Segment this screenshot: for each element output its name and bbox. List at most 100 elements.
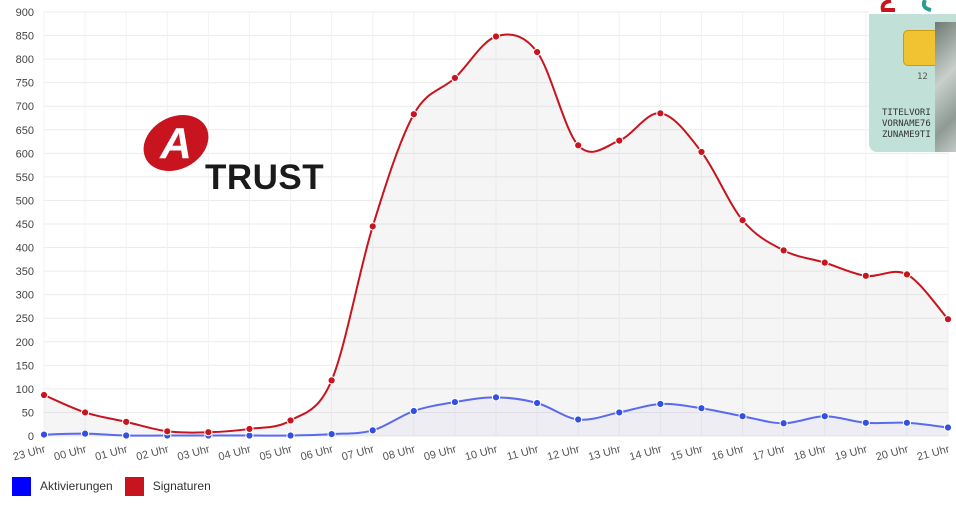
data-point-aktivierungen [39, 430, 49, 439]
data-point-aktivierungen [368, 426, 377, 435]
data-point-signaturen [738, 216, 747, 225]
logo-word: TRUST [205, 158, 325, 197]
chart-legend: Aktivierungen Signaturen [12, 476, 223, 496]
card-line-3: ZUNAME9TI [882, 130, 931, 140]
y-tick-label: 750 [16, 78, 34, 90]
y-tick-label: 0 [28, 431, 34, 443]
logo-letter: A [159, 119, 192, 168]
data-point-signaturen [574, 141, 583, 150]
y-tick-label: 600 [16, 148, 34, 160]
data-point-signaturen [409, 110, 418, 119]
data-point-signaturen [327, 376, 336, 385]
card-chip-icon [903, 30, 941, 66]
y-tick-label: 550 [16, 172, 34, 184]
y-tick-label: 300 [16, 290, 34, 302]
x-tick-label: 23 Uhr [12, 443, 47, 463]
x-tick-label: 04 Uhr [217, 443, 252, 463]
card-line-2: VORNAME76 [882, 119, 931, 129]
data-point-signaturen [861, 271, 870, 280]
data-point-aktivierungen [656, 399, 665, 409]
data-point-signaturen [163, 427, 172, 436]
x-tick-label: 08 Uhr [382, 443, 417, 463]
data-point-signaturen [656, 109, 665, 118]
data-point-aktivierungen [574, 415, 583, 424]
x-tick-label: 10 Uhr [464, 443, 499, 463]
y-tick-label: 900 [16, 7, 34, 19]
data-point-aktivierungen [491, 393, 501, 402]
data-point-signaturen [779, 246, 788, 255]
data-point-signaturen [368, 222, 377, 231]
data-point-aktivierungen [450, 397, 460, 407]
data-point-aktivierungen [779, 419, 788, 428]
data-point-signaturen [450, 73, 460, 83]
data-point-signaturen [39, 390, 49, 400]
data-point-signaturen [204, 428, 213, 437]
x-tick-label: 15 Uhr [669, 443, 704, 463]
y-tick-label: 450 [16, 219, 34, 231]
legend-swatch-signaturen [124, 476, 144, 496]
legend-item-aktivierungen[interactable]: Aktivierungen [12, 476, 113, 496]
a-trust-logo: A TRUST [138, 106, 324, 202]
data-point-signaturen [615, 136, 624, 145]
x-tick-label: 16 Uhr [710, 443, 745, 463]
a-trust-emblem-icon: A [143, 115, 209, 171]
x-tick-label: 19 Uhr [834, 443, 869, 463]
card-number: 12 [917, 72, 928, 82]
x-tick-label: 02 Uhr [135, 443, 170, 463]
x-tick-label: 13 Uhr [587, 443, 622, 463]
y-tick-label: 250 [16, 313, 34, 325]
card-top-strip [869, 0, 956, 14]
series-area-aktivierungen [44, 397, 948, 436]
data-point-aktivierungen [902, 418, 912, 427]
x-tick-label: 00 Uhr [53, 443, 88, 463]
card-photo [935, 22, 956, 152]
data-point-signaturen [902, 270, 912, 279]
data-point-signaturen [245, 424, 254, 434]
data-point-signaturen [122, 417, 131, 426]
y-tick-label: 100 [16, 384, 34, 396]
data-point-signaturen [532, 47, 542, 57]
y-tick-label: 350 [16, 266, 34, 278]
x-tick-label: 11 Uhr [506, 443, 541, 463]
legend-item-signaturen[interactable]: Signaturen [124, 476, 211, 496]
legend-swatch-aktivierungen [12, 476, 31, 496]
data-point-aktivierungen [409, 406, 418, 416]
data-point-signaturen [943, 315, 953, 324]
y-tick-label: 200 [16, 337, 34, 349]
y-tick-label: 700 [16, 101, 34, 113]
x-tick-label: 09 Uhr [423, 443, 458, 463]
data-point-aktivierungen [286, 431, 295, 440]
data-point-aktivierungen [820, 412, 829, 421]
x-tick-label: 12 Uhr [546, 443, 581, 463]
y-tick-label: 50 [22, 407, 34, 419]
data-point-aktivierungen [327, 430, 336, 439]
y-tick-label: 500 [16, 195, 34, 207]
y-tick-label: 800 [16, 54, 34, 66]
data-point-aktivierungen [80, 429, 90, 438]
x-tick-label: 21 Uhr [916, 443, 951, 463]
legend-label-aktivierungen: Aktivierungen [40, 479, 113, 493]
data-point-aktivierungen [697, 404, 706, 413]
y-tick-label: 400 [16, 243, 34, 255]
data-point-signaturen [820, 258, 829, 267]
data-point-signaturen [697, 147, 706, 157]
series-area-signaturen [44, 34, 948, 437]
data-point-signaturen [80, 408, 90, 417]
y-tick-label: 150 [16, 360, 34, 372]
data-point-aktivierungen [532, 398, 542, 408]
card-brand-icon [880, 0, 932, 12]
x-tick-label: 17 Uhr [751, 443, 786, 463]
y-tick-label: 650 [16, 125, 34, 137]
signature-card-image: 12 TITELVORI VORNAME76 ZUNAME9TI [869, 0, 956, 152]
data-point-signaturen [491, 32, 501, 41]
x-tick-label: 05 Uhr [258, 443, 293, 463]
x-tick-label: 14 Uhr [628, 443, 663, 463]
data-point-signaturen [286, 416, 295, 425]
data-point-aktivierungen [738, 412, 747, 421]
data-point-aktivierungen [615, 408, 624, 417]
x-tick-label: 01 Uhr [94, 443, 129, 463]
x-tick-label: 20 Uhr [875, 443, 910, 463]
data-point-aktivierungen [943, 423, 953, 432]
